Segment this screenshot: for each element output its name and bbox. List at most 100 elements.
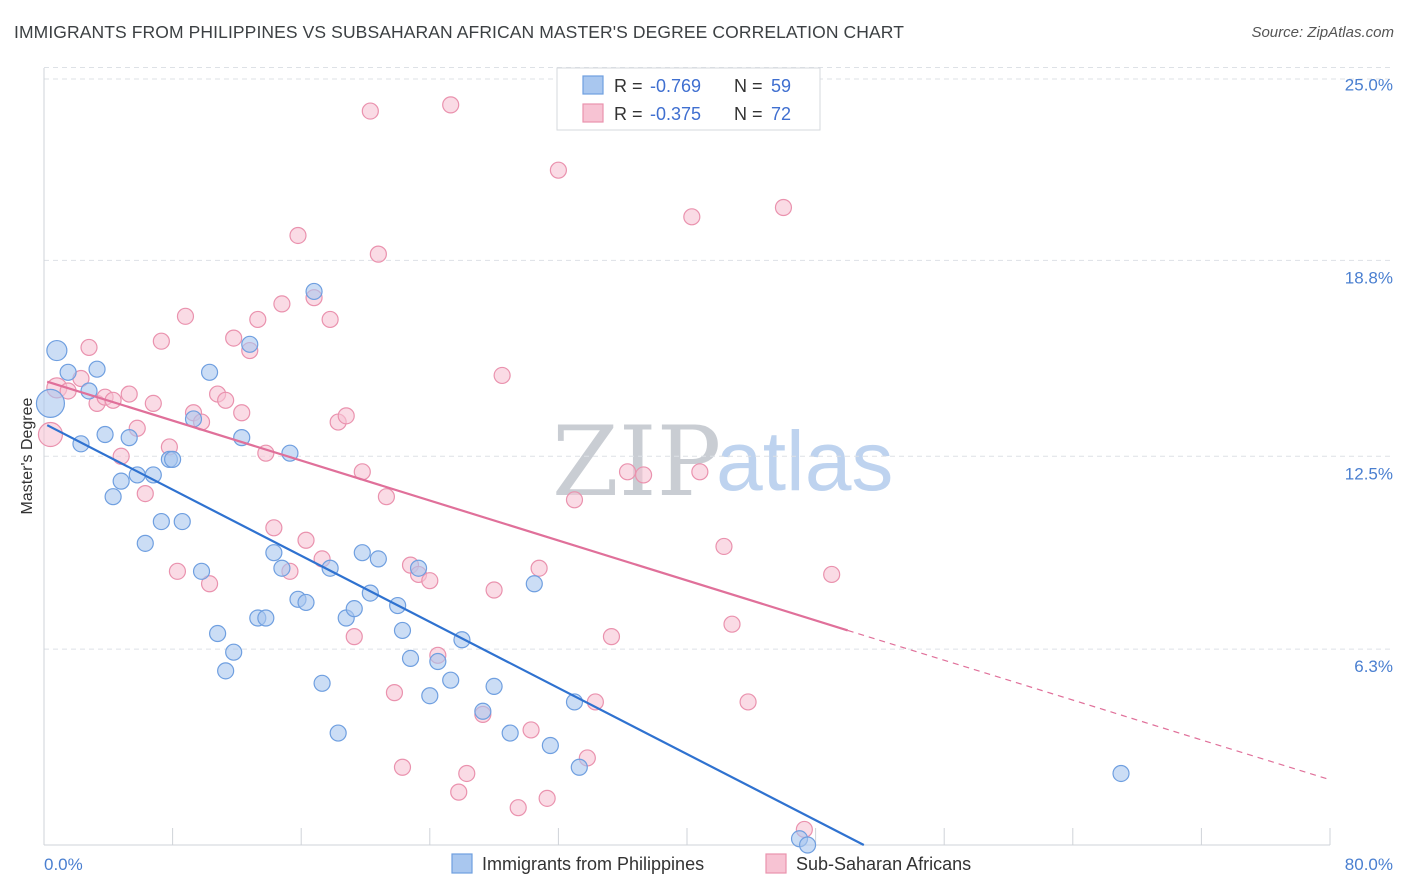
y-tick-label: 12.5% — [1345, 464, 1393, 483]
data-point — [104, 488, 122, 506]
data-point — [525, 575, 543, 593]
data-point — [715, 537, 733, 556]
series-philippines-points — [35, 282, 1130, 854]
data-point — [168, 562, 187, 580]
bottom-legend-swatch-sub-saharan — [765, 853, 787, 874]
trend-lines — [46, 380, 1331, 846]
data-point — [176, 307, 195, 325]
y-tick-label: 25.0% — [1345, 76, 1393, 95]
data-point — [549, 161, 568, 179]
data-point — [493, 366, 511, 385]
data-point — [691, 463, 709, 481]
legend-n-value-2: 72 — [771, 104, 791, 124]
data-point — [393, 621, 412, 640]
data-point — [453, 631, 471, 649]
data-point — [200, 575, 219, 593]
data-point — [329, 724, 347, 742]
data-point — [152, 512, 170, 531]
y-tick-label: 18.8% — [1345, 268, 1393, 287]
data-point — [565, 491, 584, 509]
data-point — [538, 789, 556, 807]
legend-n-value-1: 59 — [771, 76, 791, 96]
data-point — [136, 484, 154, 503]
bottom-legend-label-sub-saharan: Sub-Saharan Africans — [796, 854, 971, 874]
data-point — [112, 447, 130, 465]
data-point — [96, 425, 114, 444]
data-point — [442, 671, 460, 689]
data-point — [164, 450, 182, 468]
data-point — [774, 198, 793, 217]
data-point — [209, 624, 227, 643]
legend-swatch-philippines — [582, 75, 604, 95]
data-point — [173, 512, 191, 531]
data-point — [634, 466, 653, 484]
data-point — [225, 643, 243, 661]
legend-n-label-1: N = — [734, 76, 763, 96]
trend-line — [46, 380, 849, 632]
data-point — [409, 559, 428, 577]
data-point — [501, 724, 519, 742]
data-point — [353, 544, 371, 562]
data-point — [192, 562, 211, 580]
data-point — [1112, 764, 1130, 783]
legend-n-label-2: N = — [734, 104, 763, 124]
data-point — [345, 600, 363, 618]
data-point — [570, 758, 588, 776]
data-point — [88, 360, 106, 378]
x-tick-marks — [43, 828, 1331, 845]
data-point — [429, 652, 447, 671]
data-point — [401, 649, 420, 668]
data-point — [144, 394, 162, 413]
y-tick-label: 6.3% — [1354, 657, 1393, 676]
data-point — [35, 388, 66, 419]
bottom-legend: Immigrants from Philippines Sub-Saharan … — [451, 853, 971, 874]
data-point — [602, 628, 621, 646]
data-point — [485, 581, 503, 599]
legend-r-label-2: R = — [614, 104, 643, 124]
trend-line — [46, 424, 865, 846]
data-point — [233, 404, 251, 422]
data-point — [273, 559, 291, 577]
watermark: ZIP atlas — [552, 406, 893, 518]
data-point — [683, 208, 701, 226]
data-point — [369, 550, 387, 568]
data-point — [225, 329, 243, 347]
data-point — [200, 363, 219, 381]
data-point — [345, 628, 363, 646]
data-point — [474, 702, 492, 720]
data-point — [120, 385, 138, 403]
legend-swatch-sub-saharan — [582, 103, 604, 123]
data-point — [120, 429, 138, 447]
watermark-atlas: atlas — [716, 414, 893, 508]
legend-r-label-1: R = — [614, 76, 643, 96]
data-point — [249, 310, 267, 329]
data-point — [421, 572, 439, 590]
legend-r-value-1: -0.769 — [650, 76, 701, 96]
data-point — [265, 519, 283, 537]
data-point — [72, 435, 90, 453]
data-point — [522, 721, 540, 739]
data-point — [136, 534, 154, 552]
data-point — [739, 693, 757, 711]
data-point — [217, 391, 235, 409]
data-point — [313, 674, 331, 692]
legend: R = -0.769 N = 59 R = -0.375 N = 72 — [556, 67, 821, 131]
data-point — [37, 421, 64, 448]
data-point — [618, 463, 637, 481]
data-point — [257, 609, 275, 627]
source-label: Source: ZipAtlas.com — [1251, 24, 1394, 41]
bottom-legend-label-philippines: Immigrants from Philippines — [482, 854, 704, 874]
data-point — [217, 662, 235, 680]
data-point — [112, 472, 130, 490]
data-point — [321, 310, 339, 329]
data-point — [152, 332, 170, 350]
data-point — [393, 758, 412, 776]
data-point — [385, 684, 404, 702]
data-point — [289, 226, 307, 245]
trend-line-extension — [847, 629, 1331, 781]
data-point — [297, 531, 315, 549]
data-point — [265, 544, 283, 562]
data-point — [450, 783, 468, 801]
data-point — [337, 407, 355, 425]
